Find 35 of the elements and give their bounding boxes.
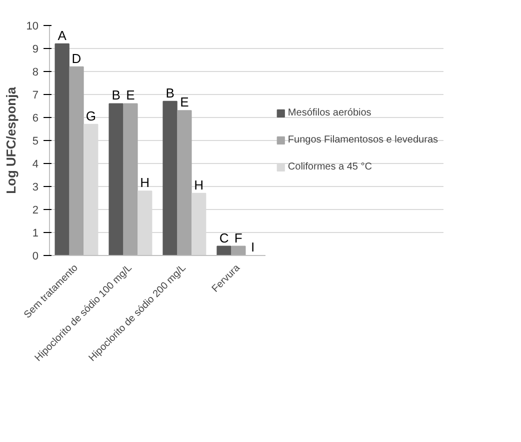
- y-tick-label: 10: [26, 20, 39, 32]
- y-tick-label: 7: [32, 90, 39, 102]
- y-tick-label: 3: [32, 182, 39, 194]
- bar: [123, 103, 138, 256]
- y-axis-title: Log UFC/esponja: [3, 86, 18, 194]
- legend-label: Mesófilos aeróbios: [288, 108, 372, 118]
- bar: [162, 100, 178, 256]
- data-label: C: [219, 230, 229, 246]
- data-label: B: [112, 88, 120, 103]
- data-label: E: [126, 88, 136, 103]
- bar: [231, 246, 246, 256]
- y-tick-label: 4: [32, 158, 39, 170]
- data-label: I: [250, 240, 255, 254]
- y-tick-label: 2: [32, 204, 39, 216]
- data-label: A: [58, 28, 67, 43]
- data-label: H: [194, 177, 204, 192]
- data-label: H: [140, 175, 150, 190]
- data-label: F: [234, 230, 242, 246]
- y-tick-label: 8: [32, 66, 39, 78]
- data-label: B: [166, 85, 174, 100]
- bar: [69, 66, 84, 256]
- data-label: D: [72, 50, 82, 66]
- y-tick-label: 9: [32, 44, 39, 56]
- y-tick-label: 6: [32, 112, 39, 124]
- data-label: G: [86, 108, 96, 124]
- bar: [177, 110, 192, 256]
- bar: [108, 103, 124, 256]
- legend-label: Fungos Filamentosos e leveduras: [288, 134, 438, 146]
- y-tick-label: 5: [32, 136, 39, 148]
- bar: [54, 43, 70, 256]
- y-tick-label: 1: [32, 228, 39, 240]
- data-label: E: [180, 94, 190, 110]
- legend-label: Coliformes a 45 °C: [288, 162, 372, 172]
- bar: [216, 246, 232, 256]
- y-tick-label: 0: [32, 250, 39, 262]
